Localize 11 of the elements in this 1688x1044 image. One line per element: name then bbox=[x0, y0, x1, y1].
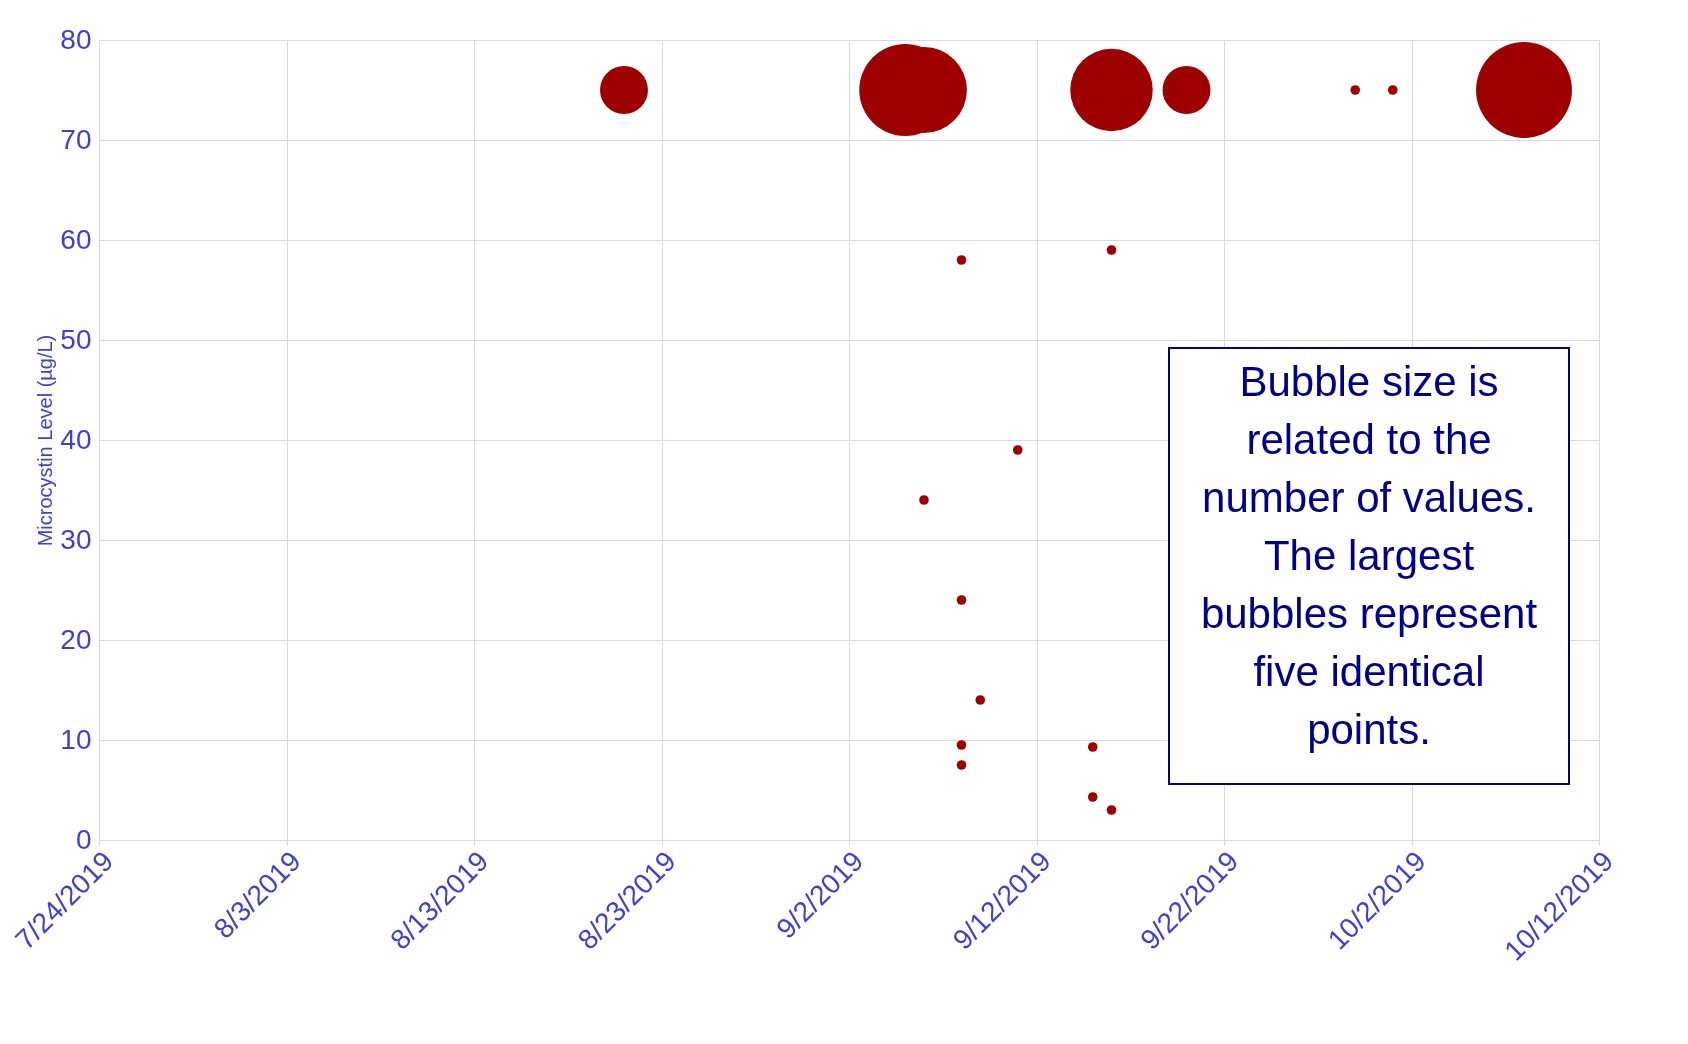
y-tick-label: 50 bbox=[60, 323, 92, 355]
y-tick-label: 80 bbox=[60, 23, 92, 55]
annotation: Bubble size is related to the number of values. The largest bubbles represent five identical points. bbox=[1200, 358, 1538, 753]
y-tick-label: 70 bbox=[60, 123, 92, 155]
y-tick-label: 60 bbox=[60, 223, 92, 255]
y-tick-label: 20 bbox=[60, 623, 92, 655]
y-axis-title: Microcystin Level (µg/L) bbox=[34, 334, 57, 547]
y-tick-label: 10 bbox=[60, 723, 92, 755]
y-tick-label: 40 bbox=[60, 423, 92, 455]
y-tick-label: 30 bbox=[60, 523, 92, 555]
y-tick-label: 0 bbox=[75, 823, 92, 855]
